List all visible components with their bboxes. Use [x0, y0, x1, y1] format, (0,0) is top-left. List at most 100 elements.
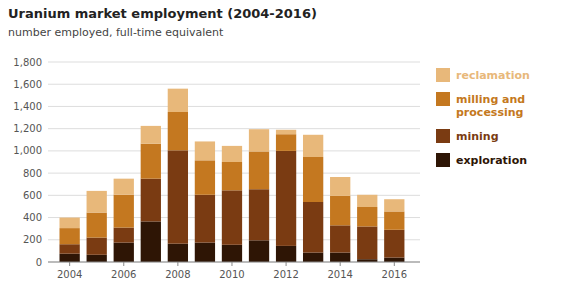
- bar: [276, 246, 296, 262]
- y-tick-label: 1,200: [13, 123, 42, 134]
- x-tick: [69, 262, 70, 266]
- y-tick-label: 1,600: [13, 79, 42, 90]
- x-tick-label: 2014: [327, 269, 352, 280]
- bar: [195, 160, 215, 194]
- y-tick-label: 400: [23, 212, 42, 223]
- bar: [249, 240, 269, 262]
- y-tick-label: 0: [36, 257, 42, 268]
- chart: Uranium market employment (2004-2016) num…: [0, 0, 576, 288]
- bar: [384, 258, 404, 262]
- legend-label: mining: [456, 130, 499, 143]
- legend-label: milling andprocessing: [456, 93, 525, 119]
- grid-line: [48, 84, 420, 85]
- bar: [87, 255, 107, 262]
- bar: [303, 135, 323, 157]
- bar: [330, 177, 350, 196]
- bar: [276, 134, 296, 151]
- bar: [141, 179, 161, 222]
- y-tick-label: 600: [23, 190, 42, 201]
- x-tick: [394, 262, 395, 266]
- bar: [276, 130, 296, 134]
- bar: [222, 190, 242, 244]
- bars: [59, 89, 404, 262]
- bar: [384, 211, 404, 229]
- bar: [114, 179, 134, 195]
- bar: [330, 196, 350, 225]
- series: [59, 150, 404, 259]
- legend-label-line: mining: [456, 130, 499, 143]
- bar: [222, 162, 242, 190]
- bar: [114, 195, 134, 228]
- bar: [59, 218, 79, 229]
- grid-line: [48, 106, 420, 107]
- x-tick: [286, 262, 287, 266]
- bar: [114, 228, 134, 243]
- bar: [195, 243, 215, 262]
- x-tick-label: 2010: [219, 269, 244, 280]
- legend-label-line: milling and: [456, 93, 525, 106]
- bar: [168, 150, 188, 243]
- x-tick: [340, 262, 341, 266]
- y-grid: [48, 62, 420, 262]
- bar: [303, 157, 323, 202]
- grid-line: [48, 262, 420, 263]
- bar: [195, 141, 215, 160]
- bar: [384, 230, 404, 258]
- legend-label-line: reclamation: [456, 69, 530, 82]
- bar: [59, 254, 79, 262]
- x-tick-label: 2008: [165, 269, 190, 280]
- y-tick-label: 1,000: [13, 145, 42, 156]
- bar: [168, 112, 188, 150]
- bar: [59, 228, 79, 244]
- bar: [357, 195, 377, 207]
- bar: [249, 151, 269, 189]
- y-tick-label: 1,400: [13, 101, 42, 112]
- bar: [249, 129, 269, 151]
- bar: [195, 195, 215, 243]
- bar: [59, 244, 79, 253]
- subtitle: number employed, full-time equivalent: [8, 26, 224, 39]
- x-tick-label: 2004: [57, 269, 82, 280]
- bar: [303, 253, 323, 262]
- legend-swatch: [436, 153, 450, 167]
- x-tick-label: 2012: [273, 269, 298, 280]
- x-tick: [123, 262, 124, 266]
- legend-label: exploration: [456, 154, 527, 167]
- legend-swatch: [436, 129, 450, 143]
- bar: [249, 189, 269, 240]
- bar: [141, 126, 161, 144]
- x-tick-label: 2016: [382, 269, 407, 280]
- bar: [141, 144, 161, 179]
- series: [59, 112, 404, 244]
- bar: [330, 225, 350, 252]
- x-tick-label: 2006: [111, 269, 136, 280]
- legend-label-line: processing: [456, 106, 523, 119]
- bar: [87, 213, 107, 238]
- bar: [303, 202, 323, 253]
- title: Uranium market employment (2004-2016): [8, 6, 317, 21]
- bar: [222, 146, 242, 162]
- bar: [384, 199, 404, 211]
- bar: [330, 253, 350, 262]
- bar: [168, 89, 188, 112]
- legend-label-line: exploration: [456, 154, 527, 167]
- y-tick-label: 200: [23, 234, 42, 245]
- x-tick: [231, 262, 232, 266]
- bar: [357, 207, 377, 226]
- legend-swatch: [436, 68, 450, 82]
- legend-swatch: [436, 92, 450, 106]
- legend-label: reclamation: [456, 69, 530, 82]
- y-tick-label: 1,800: [13, 57, 42, 68]
- series: [59, 89, 404, 228]
- x-tick: [177, 262, 178, 266]
- y-tick-label: 800: [23, 168, 42, 179]
- bar: [114, 243, 134, 262]
- bar: [168, 244, 188, 262]
- bar: [357, 226, 377, 259]
- grid-line: [48, 62, 420, 63]
- bar: [87, 191, 107, 213]
- bar: [222, 245, 242, 262]
- grid-line: [48, 128, 420, 129]
- x-axis-line: [48, 262, 420, 263]
- bar: [276, 151, 296, 246]
